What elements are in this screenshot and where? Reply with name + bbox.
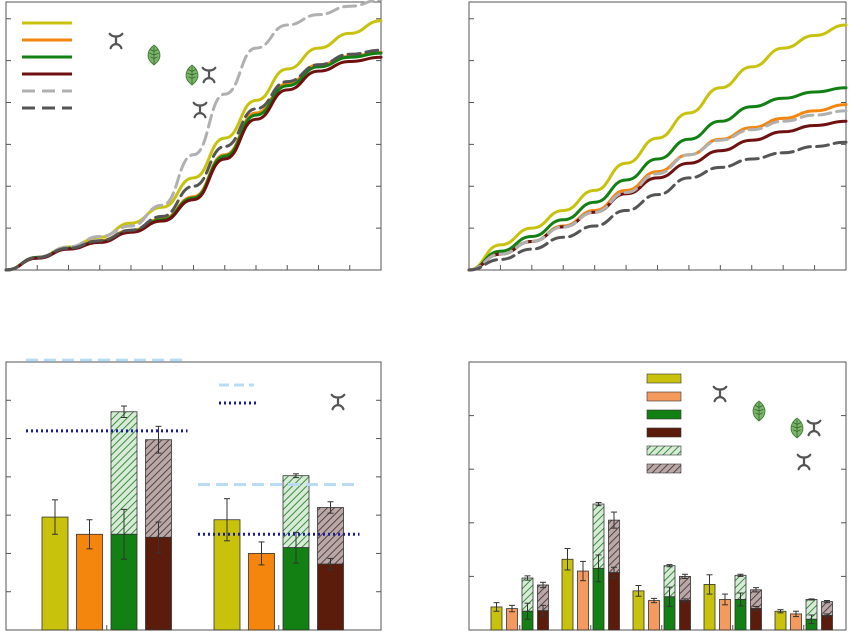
insect-icon (796, 453, 812, 471)
panel-d-legend-box-2 (646, 409, 682, 420)
panel-d-legend-box-4 (646, 445, 682, 456)
panel-b-series-0 (467, 23, 848, 272)
panel-b-series-1 (467, 86, 848, 272)
panel-b (467, 1, 848, 272)
panel-c (5, 358, 382, 631)
insect-icon (192, 101, 208, 119)
panel-d-legend-box-0 (646, 373, 682, 384)
panel-c-group-1-bar-3-base (317, 563, 344, 631)
panel-d-legend-box-3 (646, 427, 682, 438)
insect-icon (330, 393, 346, 411)
panel-d-legend-box-5 (646, 463, 682, 474)
panel-d-group-2-bar-0 (632, 590, 645, 631)
panel-c-frame (5, 361, 382, 631)
panel-c-group-0-bar-0 (41, 516, 69, 631)
plant-icon (147, 44, 161, 66)
panel-a (4, 0, 383, 272)
panel-c-group-1-bar-3-hatched (317, 507, 344, 565)
plant-insect-icon (790, 417, 804, 439)
insect-icon (712, 385, 728, 403)
panel-d-group-2-bar-3-hatched (679, 576, 691, 601)
panel-c-group-0-bar-1 (76, 533, 103, 631)
panel-b-series-5 (467, 140, 848, 272)
panel-a-series-4 (4, 0, 383, 272)
panel-a-frame (5, 1, 382, 271)
panel-a-series-5 (4, 48, 383, 272)
panel-d-group-3-bar-3-base (750, 608, 762, 631)
panel-d-group-2-bar-1 (648, 600, 660, 631)
plant-insect-icon (185, 64, 199, 86)
panel-d (468, 361, 847, 631)
insect-icon (108, 32, 124, 50)
panel-d-legend-box-1 (646, 391, 682, 402)
panel-c-group-0-bar-3-hatched (145, 439, 172, 538)
panel-a-series-3 (4, 55, 383, 272)
panel-d-group-4-bar-3-base (821, 615, 833, 631)
panel-d-group-2-bar-3-base (679, 600, 691, 631)
panel-d-group-1-bar-3-base (608, 572, 620, 631)
insect-icon (201, 66, 217, 84)
plant-icon (752, 400, 766, 422)
panel-b-series-2 (467, 103, 848, 272)
panel-b-series-4 (467, 109, 848, 272)
insect-icon (806, 419, 822, 437)
panel-a-series-2 (4, 51, 383, 272)
panel-a-series-1 (4, 50, 383, 272)
panel-d-group-4-bar-0 (774, 610, 787, 631)
panel-d-group-3-bar-3-hatched (750, 589, 762, 609)
